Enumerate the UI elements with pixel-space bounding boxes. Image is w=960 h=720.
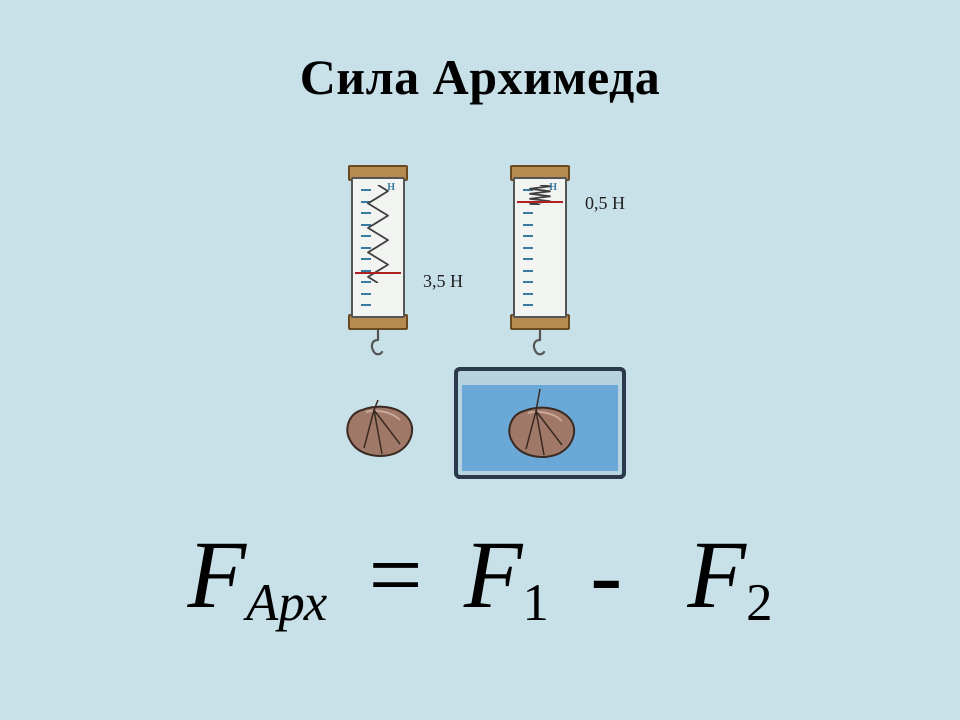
- minus-sign: -: [573, 521, 640, 628]
- equals-sign: =: [351, 521, 440, 628]
- dynamo-reading-air: 3,5 Н: [423, 271, 463, 292]
- hook-icon: [366, 330, 390, 360]
- formula: FAрх = F1 - F2: [0, 527, 960, 630]
- dynamo-pointer: [517, 201, 563, 203]
- dynamo-scale-ticks: [523, 189, 537, 306]
- dynamo-body: Н: [351, 177, 405, 318]
- dynamometer-air: Н 3,5 Н: [341, 165, 415, 330]
- page-title: Сила Архимеда: [0, 48, 960, 106]
- dynamo-pointer: [355, 272, 401, 274]
- spring-icon: [366, 185, 390, 283]
- beaker-icon: [450, 363, 630, 483]
- dynamometer-water: Н 0,5 Н: [503, 165, 577, 330]
- formula-F-apx: FAрх: [188, 521, 328, 628]
- page: Сила Архимеда Н 3,5 Н: [0, 0, 960, 720]
- formula-F1: F1: [464, 521, 549, 628]
- stone-air: [338, 400, 418, 460]
- formula-F2: F2: [687, 521, 772, 628]
- dynamo-reading-water: 0,5 Н: [585, 193, 625, 214]
- dynamo-body: Н: [513, 177, 567, 318]
- diagram-area: Н 3,5 Н: [245, 165, 715, 505]
- hook-icon: [528, 330, 552, 360]
